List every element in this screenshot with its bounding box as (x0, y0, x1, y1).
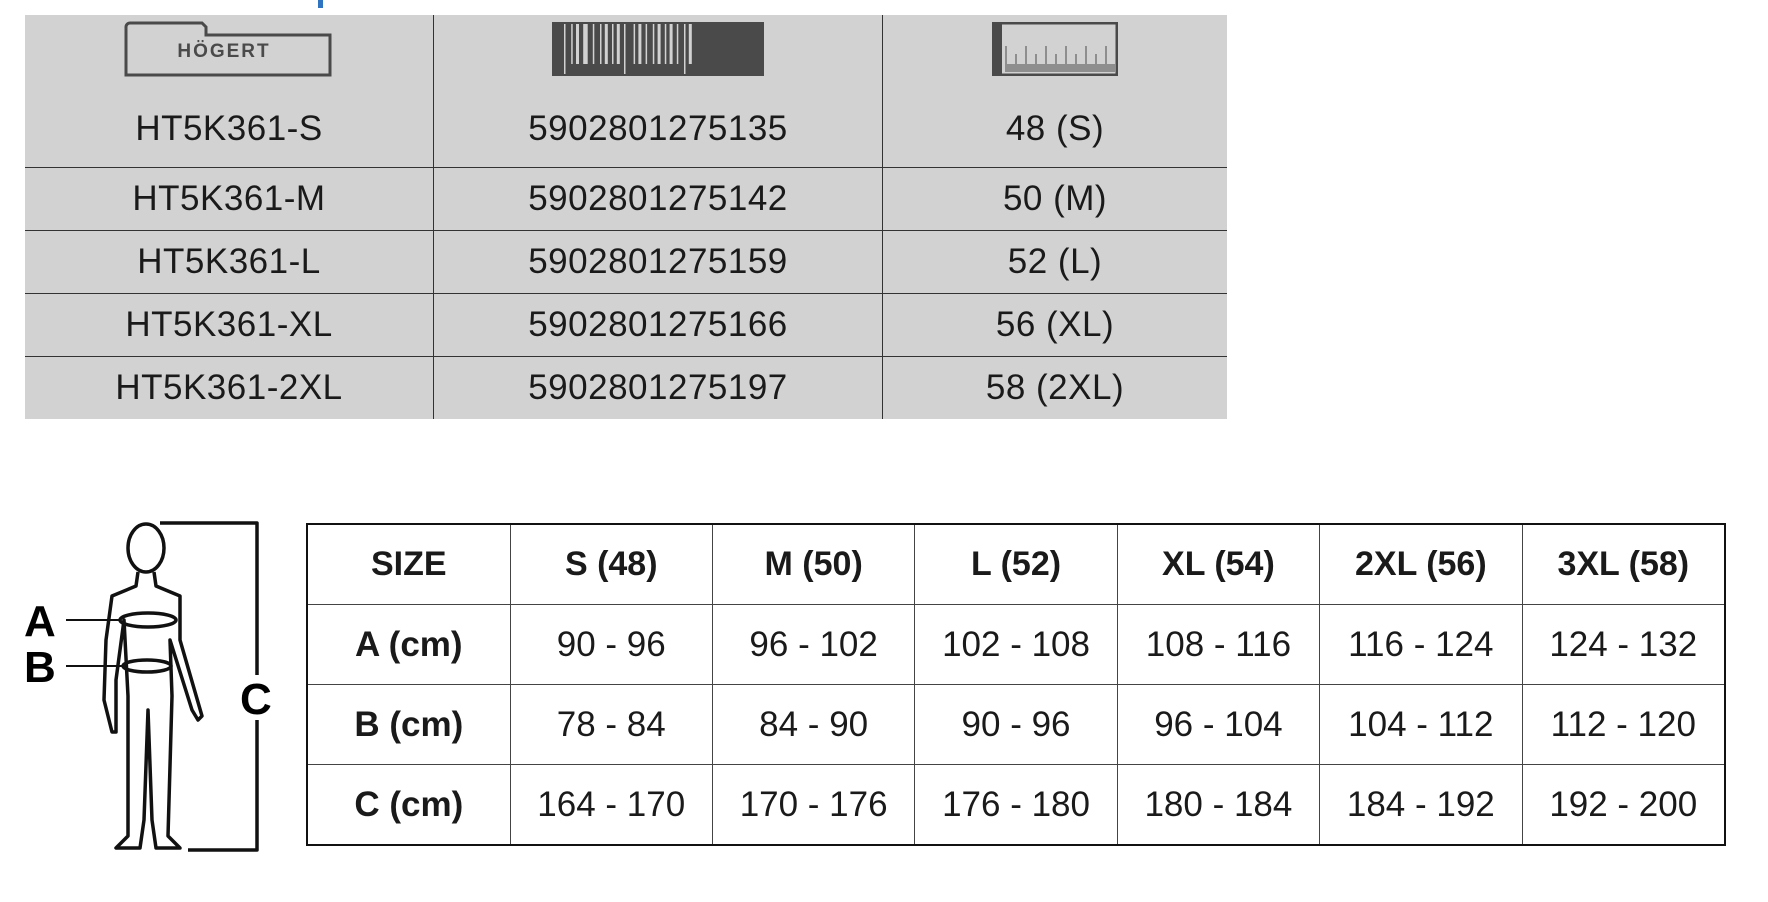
product-row: HT5K361-S 5902801275135 48 (S) (25, 91, 1227, 168)
size-header-row-cell: L (52) (914, 523, 1118, 605)
product-size-cell: 50 (M) (882, 167, 1227, 231)
size-header-row-cell: 3XL (58) (1521, 523, 1726, 605)
product-code-cell: HT5K361-S (135, 109, 323, 148)
product-ean-cell: 5902801275142 (433, 167, 883, 231)
label-c: C (240, 675, 272, 724)
size-measure-row-cell: 176 - 180 (914, 764, 1118, 846)
product-size-cell: 52 (L) (882, 230, 1227, 294)
size-measure-row-cell: 90 - 96 (914, 684, 1118, 765)
size-measure-row-cell: 112 - 120 (1521, 684, 1726, 765)
size-measure-row-cell: 90 - 96 (509, 604, 713, 685)
body-measurement-figure: A B C (24, 521, 272, 852)
size-measure-row-cell: 108 - 116 (1116, 604, 1321, 685)
size-measure-row: C (cm) 164 - 170 170 - 176 176 - 180 180 - 1… (306, 764, 1726, 846)
size-measure-row-cell: 96 - 102 (711, 604, 916, 685)
size-header-row-cell: 2XL (56) (1319, 523, 1523, 605)
size-measure-row-cell: 124 - 132 (1521, 604, 1726, 685)
size-measure-row-cell: 116 - 124 (1319, 604, 1523, 685)
size-header-row-cell: S (48) (509, 523, 713, 605)
size-measure-row-cell: 84 - 90 (711, 684, 916, 765)
chest-line (118, 611, 178, 629)
size-measure-row-cell: 104 - 112 (1319, 684, 1523, 765)
size-measure-row: A (cm) 90 - 96 96 - 102 102 - 108 108 - 116 1… (306, 604, 1726, 685)
product-ean-cell: 5902801275166 (433, 293, 883, 357)
product-row: HT5K361-2XL 5902801275197 58 (2XL) (25, 356, 1227, 419)
head-outline (126, 522, 166, 574)
size-measure-row-cell: A (cm) (306, 604, 511, 685)
size-column-header (882, 15, 1227, 91)
size-measure-row-cell: 164 - 170 (509, 764, 713, 846)
product-ean-cell: 5902801275135 (433, 91, 883, 168)
hogert-logo-folder-icon: HÖGERT (124, 21, 332, 76)
size-measure-row-cell: 96 - 104 (1116, 684, 1321, 765)
size-measure-row-cell: 180 - 184 (1116, 764, 1321, 846)
body-outline (102, 571, 204, 850)
waist-line (121, 658, 173, 674)
product-row: HT5K361-L 5902801275159 52 (L) (25, 230, 1227, 294)
size-measure-row-cell: C (cm) (306, 764, 511, 846)
label-b: B (24, 643, 56, 692)
product-size-cell: 58 (2XL) (882, 356, 1227, 419)
size-header-row: SIZE S (48) M (50) L (52) XL (54) 2XL (56) 3XL… (306, 523, 1726, 605)
size-chart-table: SIZE S (48) M (50) L (52) XL (54) 2XL (56) 3XL… (306, 523, 1726, 846)
product-code-table: HÖGERT HT5K361-S 5902801275135 48 (S) HT5K3… (25, 15, 1227, 419)
size-measure-row-cell: B (cm) (306, 684, 511, 765)
size-measure-row-cell: 102 - 108 (914, 604, 1118, 685)
size-measure-row-cell: 78 - 84 (509, 684, 713, 765)
product-table-header: HÖGERT (25, 15, 1227, 91)
product-code-cell: HT5K361-XL (25, 293, 434, 357)
product-code-cell: HT5K361-L (25, 230, 434, 294)
barcode-icon (552, 21, 764, 76)
product-row: HT5K361-XL 5902801275166 56 (XL) (25, 293, 1227, 357)
size-measure-row-cell: 184 - 192 (1319, 764, 1523, 846)
product-ean-cell: 5902801275159 (433, 230, 883, 294)
blue-accent-mark (318, 0, 323, 8)
size-header-row-cell: M (50) (711, 523, 916, 605)
product-size-cell: 56 (XL) (882, 293, 1227, 357)
size-header-row-cell: XL (54) (1116, 523, 1321, 605)
size-measure-row-cell: 170 - 176 (711, 764, 916, 846)
product-code-cell: HT5K361-2XL (25, 356, 434, 419)
product-ean-cell: 5902801275197 (433, 356, 883, 419)
product-row: HT5K361-M 5902801275142 50 (M) (25, 167, 1227, 231)
size-measure-row: B (cm) 78 - 84 84 - 90 90 - 96 96 - 104 104 -… (306, 684, 1726, 765)
product-size-cell: 48 (S) (882, 91, 1227, 168)
height-bracket (160, 521, 259, 852)
size-measure-row-cell: 192 - 200 (1521, 764, 1726, 846)
brand-column-header: HÖGERT (25, 15, 434, 91)
product-code-cell: HT5K361-M (25, 167, 434, 231)
label-a: A (24, 597, 56, 646)
ruler-icon (991, 21, 1119, 76)
size-header-row-cell: SIZE (306, 523, 511, 605)
svg-text:HÖGERT: HÖGERT (177, 41, 270, 62)
barcode-column-header (433, 15, 883, 91)
